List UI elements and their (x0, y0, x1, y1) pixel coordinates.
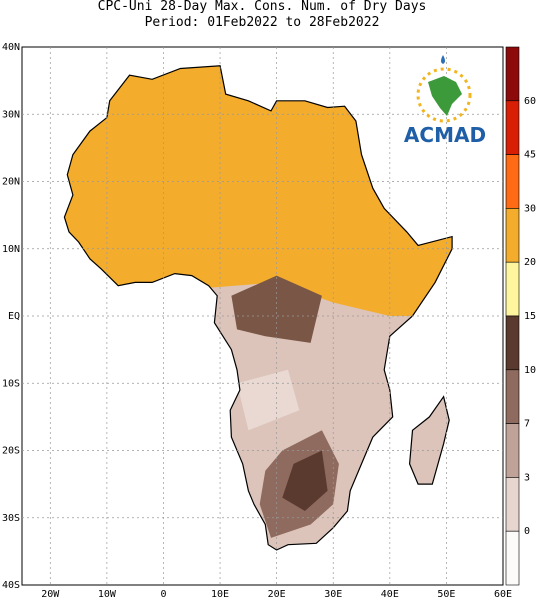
title: CPC-Uni 28-Day Max. Cons. Num. of Dry Da… (98, 0, 427, 14)
colorbar-swatch (505, 261, 520, 317)
colorbar-swatch (505, 369, 520, 424)
colorbar-label: 60 (524, 96, 536, 107)
colorbar-label: 3 (524, 472, 530, 483)
colorbar-label: 15 (524, 311, 536, 322)
lat-label: 20N (2, 177, 20, 188)
lon-label: 50E (437, 589, 455, 600)
lon-label: 60E (494, 589, 512, 600)
lat-label: EQ (8, 311, 20, 322)
africa-outline (63, 65, 453, 551)
lon-label: 40E (381, 589, 399, 600)
colorbar-label: 45 (524, 150, 536, 161)
lat-label: 10S (2, 378, 20, 389)
grid: 40N 30N 20N 10N EQ 10S 20S 30S 40S 20W 10W 0 10E 20E 3… (2, 42, 512, 600)
colorbar-swatch (505, 100, 520, 155)
lon-label: 10W (98, 589, 117, 600)
colorbar-swatch (505, 423, 520, 478)
lat-label: 30S (2, 513, 20, 524)
colorbar-swatch (505, 46, 520, 102)
dry-days-lower (237, 369, 300, 431)
colorbar-swatch (505, 530, 520, 586)
colorbar-label: 20 (524, 257, 536, 268)
lon-label: 10E (211, 589, 229, 600)
lat-label: 40S (2, 580, 20, 591)
colorbar-swatch (505, 154, 520, 209)
lon-label: 20W (41, 589, 60, 600)
colorbar-label: 7 (524, 419, 530, 430)
land (63, 65, 453, 551)
lon-label: 20E (268, 589, 286, 600)
colorbar-swatch (505, 208, 520, 263)
dry-days-high (282, 450, 328, 511)
colorbar-swatch (505, 477, 520, 532)
logo-text: ACMAD (404, 123, 486, 147)
lat-label: 20S (2, 446, 20, 457)
lat-label: 30N (2, 109, 20, 120)
period: Period: 01Feb2022 to 28Feb2022 (145, 15, 380, 30)
lon-label: 0 (160, 589, 166, 600)
madagascar-outline (408, 395, 450, 485)
colorbar-label: 30 (524, 203, 536, 214)
colorbar-label: 10 (524, 365, 536, 376)
dry-days-mid (231, 275, 322, 343)
colorbar-swatch (505, 315, 520, 371)
lon-label: 30E (324, 589, 342, 600)
colorbar-label: 0 (524, 526, 530, 537)
lat-label: 10N (2, 244, 20, 255)
logo-sun (416, 67, 472, 123)
logo: ACMAD (404, 55, 486, 147)
lat-label: 40N (2, 42, 20, 53)
logo-drop (441, 55, 445, 64)
logo-africa (428, 76, 462, 116)
